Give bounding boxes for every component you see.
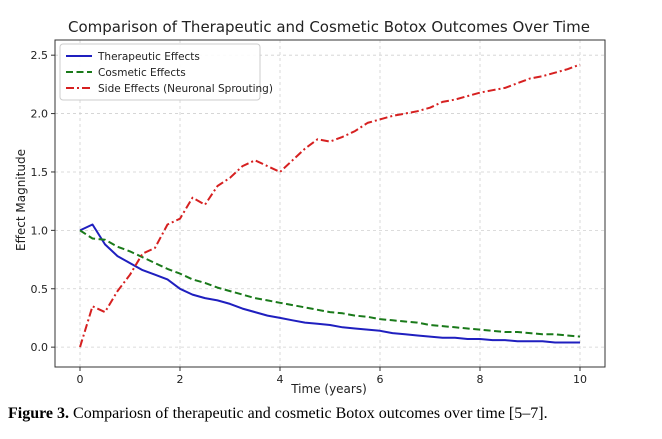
y-tick-label: 2.5 bbox=[31, 49, 49, 62]
x-tick-label: 0 bbox=[77, 373, 84, 386]
caption-text: Compariosn of therapeutic and cosmetic B… bbox=[69, 405, 548, 422]
legend-label-1: Therapeutic Effects bbox=[97, 51, 200, 63]
x-tick-label: 8 bbox=[477, 373, 484, 386]
caption-label: Figure 3. bbox=[8, 405, 70, 422]
y-axis-label: Effect Magnitude bbox=[14, 149, 28, 251]
x-tick-label: 4 bbox=[277, 373, 284, 386]
legend-box bbox=[59, 43, 261, 101]
figure-caption: Figure 3. Compariosn of therapeutic and … bbox=[8, 405, 658, 423]
series-line-1 bbox=[79, 223, 580, 344]
plot-frame bbox=[54, 39, 606, 368]
ticks: 0 2 4 6 8 10 0.0 0.5 1.0 1.5 2.0 2.5 bbox=[31, 49, 588, 386]
x-axis-label: Time (years) bbox=[290, 382, 367, 396]
series-line-2 bbox=[79, 229, 581, 338]
y-tick-label: 2.0 bbox=[31, 108, 49, 121]
legend: Therapeutic Effects Cosmetic Effects Side … bbox=[59, 43, 273, 101]
chart: 0 2 4 6 8 10 0.0 0.5 1.0 1.5 2.0 2.5 Comparison of … bbox=[14, 18, 606, 396]
y-tick-label: 1.5 bbox=[31, 166, 49, 179]
y-tick-label: 0.0 bbox=[31, 341, 49, 354]
legend-label-3: Side Effects (Neuronal Sprouting) bbox=[98, 83, 273, 95]
x-tick-label: 10 bbox=[573, 373, 587, 386]
y-tick-label: 1.0 bbox=[31, 224, 49, 237]
x-tick-label: 2 bbox=[177, 373, 184, 386]
series-layer bbox=[79, 63, 581, 348]
y-tick-label: 0.5 bbox=[31, 283, 49, 296]
x-tick-label: 6 bbox=[377, 373, 384, 386]
chart-title: Comparison of Therapeutic and Cosmetic B… bbox=[68, 18, 590, 36]
legend-label-2: Cosmetic Effects bbox=[98, 67, 186, 79]
